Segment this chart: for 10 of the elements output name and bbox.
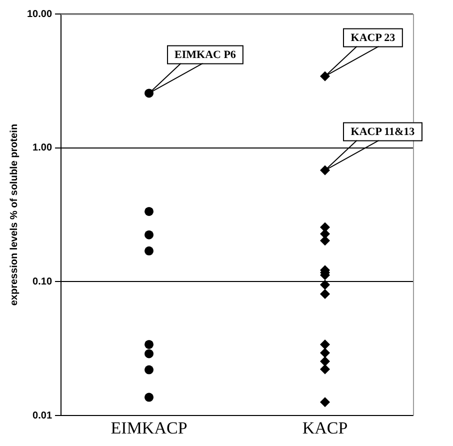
annotation: KACP 23 <box>350 32 396 44</box>
annotation: EIMKAC P6 <box>174 49 236 62</box>
y-tick-label: 0.01 <box>32 410 52 422</box>
x-tick-label: EIMKACP <box>110 418 188 438</box>
y-tick-label: 10.00 <box>26 8 52 20</box>
y-tick-label: 1.00 <box>32 142 52 154</box>
x-tick-label: KACP <box>302 418 348 438</box>
y-axis-title: expression levels % of soluble protein <box>8 124 20 306</box>
annotation: KACP 11&13 <box>350 126 416 138</box>
y-tick-label: 0.10 <box>32 276 52 288</box>
